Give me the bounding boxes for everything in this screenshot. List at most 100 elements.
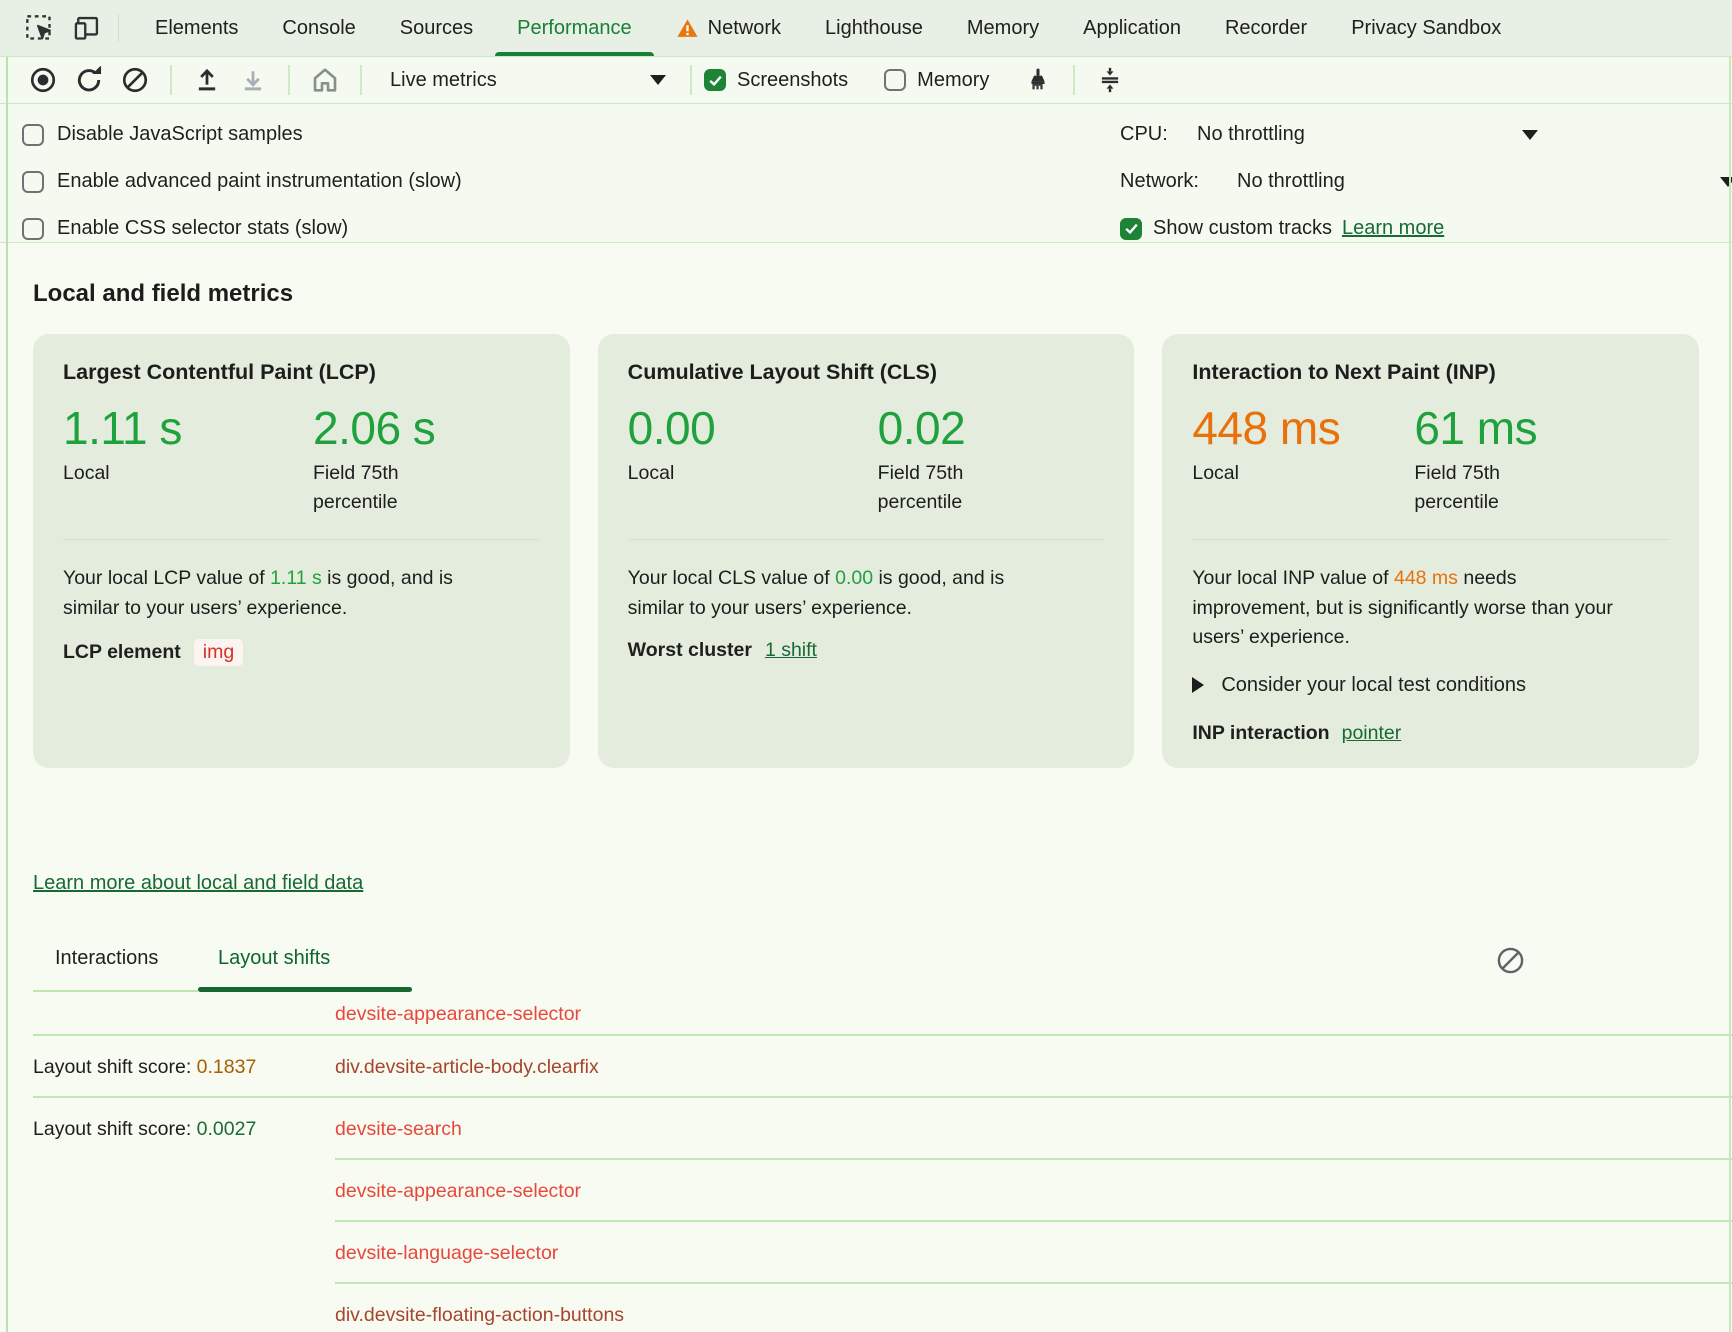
lcp-element-label: LCP element (63, 641, 181, 663)
log-row: devsite-appearance-selector (0, 992, 1732, 1036)
gc-brush-button[interactable] (1015, 60, 1061, 100)
tab-label: Elements (155, 16, 239, 39)
section-heading: Local and field metrics (33, 280, 294, 307)
show-custom-tracks-label: Show custom tracks (1153, 217, 1332, 239)
tab-console[interactable]: Console (260, 0, 377, 56)
tab-lighthouse[interactable]: Lighthouse (803, 0, 945, 56)
toolbar-separator (1073, 65, 1076, 95)
custom-tracks-learn-more-link[interactable]: Learn more (1341, 217, 1445, 239)
tab-sources[interactable]: Sources (378, 0, 495, 56)
local-label: Local (63, 462, 110, 484)
lcp-description: Your local LCP value of 1.11 s is good, … (63, 567, 453, 619)
home-environment-button[interactable] (302, 60, 348, 100)
checkbox-unchecked-icon (22, 123, 44, 146)
network-label: Network: (1120, 170, 1199, 192)
capture-settings: Disable JavaScript samples Enable advanc… (0, 104, 1732, 243)
cls-card: Cumulative Layout Shift (CLS) 0.00 Local… (597, 334, 1135, 768)
log-row: Layout shift score: 0.0027 devsite-searc… (0, 1098, 1732, 1160)
tab-layout-shifts[interactable]: Layout shifts (218, 947, 331, 969)
lcp-element-node-link[interactable]: img (193, 639, 244, 666)
shift-node-link[interactable]: devsite-appearance-selector (335, 1002, 582, 1025)
record-button[interactable] (20, 60, 66, 100)
inp-card: Interaction to Next Paint (INP) 448 ms L… (1162, 334, 1700, 768)
tab-network[interactable]: Network (654, 0, 803, 56)
css-selector-stats-checkbox[interactable]: Enable CSS selector stats (slow) (22, 205, 462, 252)
history-dropdown[interactable]: Live metrics (378, 69, 678, 92)
checkbox-label: Enable CSS selector stats (slow) (57, 217, 349, 239)
checkbox-label: Disable JavaScript samples (57, 123, 303, 145)
screenshots-checkbox[interactable]: Screenshots (704, 69, 848, 92)
shift-node-link[interactable]: div.devsite-article-body.clearfix (335, 1055, 599, 1078)
brush-icon (1024, 66, 1052, 94)
memory-checkbox[interactable]: Memory (884, 69, 989, 92)
tab-privacy-sandbox[interactable]: Privacy Sandbox (1329, 0, 1523, 56)
clear-log-button[interactable] (1493, 943, 1527, 977)
tab-bar-separator (118, 14, 119, 42)
shift-node-link[interactable]: div.devsite-floating-action-buttons (335, 1303, 625, 1326)
cpu-label: CPU: (1120, 123, 1168, 145)
tab-label: Privacy Sandbox (1351, 16, 1502, 39)
device-toolbar-button[interactable] (70, 0, 104, 56)
download-icon (239, 66, 267, 94)
panel-left-border (6, 57, 8, 1332)
triangle-right-icon (1192, 677, 1205, 693)
clear-button[interactable] (112, 60, 158, 100)
card-title: Interaction to Next Paint (INP) (1192, 360, 1496, 384)
screenshots-label: Screenshots (737, 68, 849, 91)
tab-label: Memory (966, 16, 1040, 39)
local-field-data-learn-more-link[interactable]: Learn more about local and field data (33, 872, 364, 894)
inspect-element-button[interactable] (22, 0, 56, 56)
local-label: Local (627, 462, 675, 484)
toolbar-separator (170, 65, 172, 95)
log-row: devsite-language-selector (0, 1222, 1732, 1284)
worst-cluster-row: Worst cluster 1 shift (628, 639, 1105, 662)
tab-interactions[interactable]: Interactions (55, 947, 159, 969)
record-and-reload-button[interactable] (66, 60, 112, 100)
shift-node-link[interactable]: devsite-appearance-selector (335, 1179, 582, 1202)
log-tab-bar: Interactions Layout shifts (0, 939, 1732, 992)
save-profile-button[interactable] (230, 60, 276, 100)
lcp-local-value: 1.11 s (63, 402, 182, 454)
toolbar-separator (690, 65, 692, 95)
chevron-down-icon (1720, 176, 1732, 187)
tab-label: Lighthouse (825, 16, 923, 39)
shift-score-value: 0.0027 (196, 1117, 257, 1140)
checkbox-checked-icon (1120, 217, 1142, 240)
tab-recorder[interactable]: Recorder (1203, 0, 1329, 56)
tab-application[interactable]: Application (1061, 0, 1203, 56)
shortcuts-dialog-button[interactable] (1087, 60, 1133, 100)
inp-local-value: 448 ms (1192, 402, 1341, 454)
shift-score-value: 0.1837 (196, 1055, 257, 1078)
capture-settings-left: Disable JavaScript samples Enable advanc… (22, 111, 462, 252)
worst-cluster-link[interactable]: 1 shift (764, 639, 817, 661)
chevron-down-icon (1522, 129, 1538, 140)
cpu-throttling-select[interactable]: CPU: No throttling (1120, 111, 1732, 158)
inp-field-value: 61 ms (1414, 402, 1538, 454)
lcp-desc-value: 1.11 s (270, 567, 322, 589)
tab-elements[interactable]: Elements (133, 0, 260, 56)
performance-toolbar: Live metrics Screenshots Memory (0, 57, 1732, 104)
cls-local-value: 0.00 (627, 402, 716, 454)
load-profile-button[interactable] (184, 60, 230, 100)
advanced-paint-instrumentation-checkbox[interactable]: Enable advanced paint instrumentation (s… (22, 158, 462, 205)
shift-node-link[interactable]: devsite-search (335, 1117, 462, 1140)
toolbar-separator (288, 65, 290, 95)
home-icon (310, 65, 340, 95)
tab-memory[interactable]: Memory (945, 0, 1061, 56)
tab-label: Sources (399, 16, 474, 39)
warning-icon (676, 17, 699, 40)
log-row: devsite-appearance-selector (0, 1160, 1732, 1222)
active-tab-underline (198, 987, 412, 992)
shift-node-link[interactable]: devsite-language-selector (335, 1241, 559, 1264)
network-throttling-select[interactable]: Network: No throttling (1120, 158, 1732, 205)
lcp-field-value: 2.06 s (313, 402, 436, 454)
tab-bar-baseline (33, 990, 198, 992)
tab-performance[interactable]: Performance (495, 0, 654, 56)
show-custom-tracks-checkbox[interactable]: Show custom tracks (1120, 217, 1332, 240)
worst-cluster-label: Worst cluster (627, 639, 752, 661)
inp-interaction-link[interactable]: pointer (1341, 721, 1402, 744)
checkbox-checked-icon (704, 69, 726, 91)
disable-js-samples-checkbox[interactable]: Disable JavaScript samples (22, 111, 462, 158)
local-test-conditions-disclosure[interactable]: Consider your local test conditions (1192, 674, 1669, 697)
